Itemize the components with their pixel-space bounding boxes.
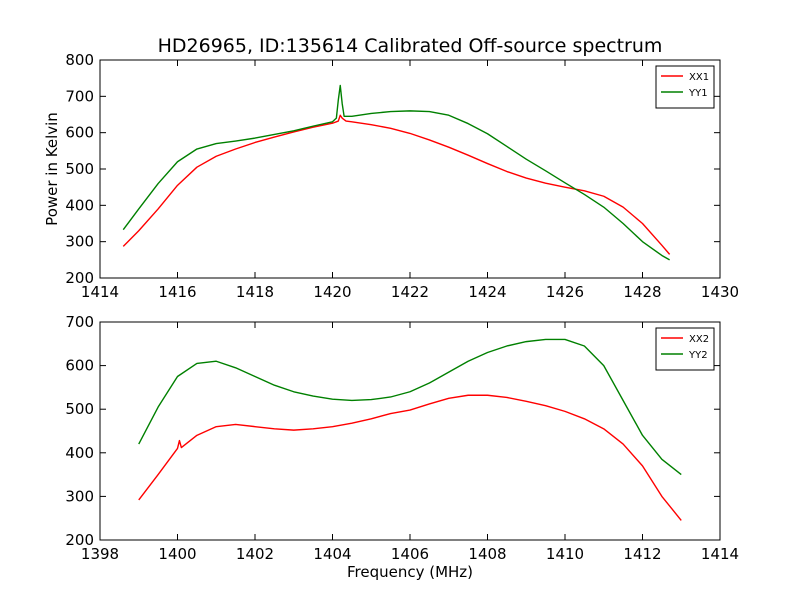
x-tick-label: 1408 (468, 545, 506, 563)
series-line-xx1 (122, 114, 671, 255)
legend-box (655, 327, 715, 371)
x-tick-label: 1422 (391, 283, 429, 301)
chart-panel-2: 1398 1400 1402 1404 1406 1408 1410 1412 1414 200 3… (65, 313, 739, 581)
y-tick-label: 500 (65, 160, 94, 178)
figure-title: HD26965, ID:135614 Calibrated Off-source… (158, 35, 663, 57)
y-tick-label: 700 (65, 313, 94, 331)
y-tick-label: 200 (65, 269, 94, 287)
y-tick-label: 200 (65, 531, 94, 549)
plots-group: 1414 1416 1418 1420 1422 1424 1426 1428 1430 200 3… (43, 51, 739, 581)
series-line-xx2 (138, 394, 682, 521)
legend-label-xx2: XX2 (689, 334, 709, 345)
x-tick-label: 1424 (468, 283, 506, 301)
x-tick-label: 1398 (81, 545, 119, 563)
y-tick-label: 400 (65, 196, 94, 214)
x-tick-label: 1426 (546, 283, 584, 301)
x-tick-label: 1430 (701, 283, 739, 301)
y-tick-label: 300 (65, 487, 94, 505)
plot-frame (99, 59, 721, 279)
legend-label-yy2: YY2 (688, 350, 708, 361)
plot-frame (99, 321, 721, 541)
x-axis-label: Frequency (MHz) (347, 563, 473, 581)
y-tick-label: 800 (65, 51, 94, 69)
x-tick-label: 1428 (623, 283, 661, 301)
x-tick-label: 1420 (313, 283, 351, 301)
x-tick-label: 1406 (391, 545, 429, 563)
y-tick-label: 400 (65, 444, 94, 462)
series-line-yy2 (138, 338, 682, 476)
legend-box (655, 65, 715, 109)
y-tick-label: 600 (65, 357, 94, 375)
x-tick-label: 1404 (313, 545, 351, 563)
y-tick-label: 600 (65, 124, 94, 142)
series-group (138, 338, 682, 521)
x-tick-label: 1412 (623, 545, 661, 563)
x-tick-label: 1414 (701, 545, 739, 563)
y-tick-label: 700 (65, 87, 94, 105)
y-axis-label: Power in Kelvin (43, 112, 61, 226)
series-group (122, 84, 671, 261)
x-tick-label: 1416 (158, 283, 196, 301)
legend-label-yy1: YY1 (688, 88, 708, 99)
x-tick-label: 1418 (236, 283, 274, 301)
legend-label-xx1: XX1 (689, 72, 709, 83)
x-tick-label: 1414 (81, 283, 119, 301)
x-tick-label: 1402 (236, 545, 274, 563)
x-tick-label: 1400 (158, 545, 196, 563)
x-tick-label: 1410 (546, 545, 584, 563)
chart-panel-1: 1414 1416 1418 1420 1422 1424 1426 1428 1430 200 3… (43, 51, 739, 301)
series-line-yy1 (122, 84, 670, 261)
y-tick-label: 500 (65, 400, 94, 418)
y-tick-label: 300 (65, 233, 94, 251)
